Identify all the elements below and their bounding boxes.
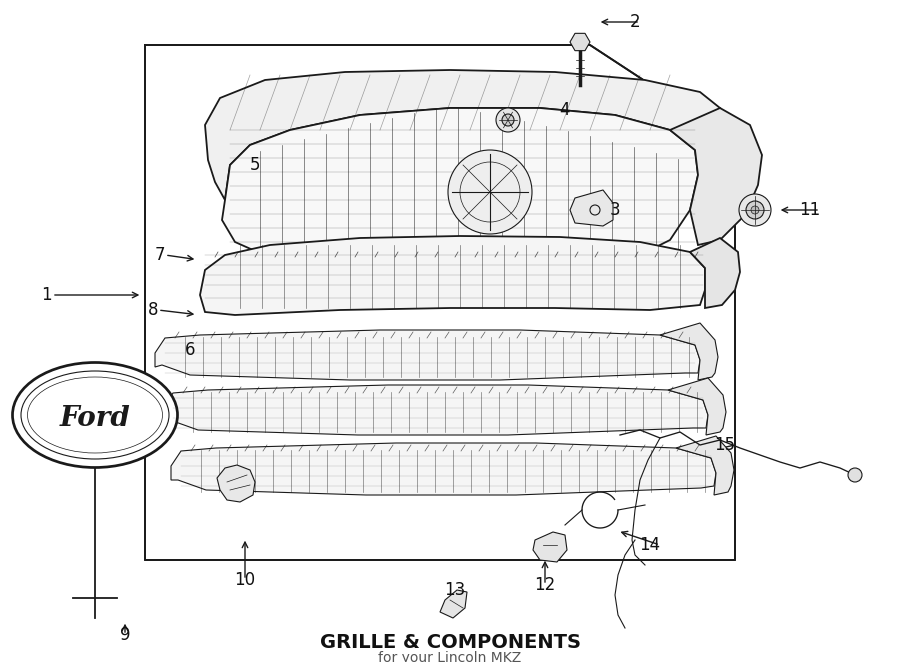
Text: 8: 8 <box>148 301 158 319</box>
Polygon shape <box>676 436 734 495</box>
Circle shape <box>496 108 520 132</box>
Polygon shape <box>570 190 613 226</box>
Text: 5: 5 <box>250 156 260 174</box>
Polygon shape <box>690 238 740 308</box>
Polygon shape <box>660 323 718 380</box>
Text: 13: 13 <box>445 581 465 599</box>
Text: 9: 9 <box>120 626 130 644</box>
Polygon shape <box>163 385 708 435</box>
Circle shape <box>848 468 862 482</box>
Polygon shape <box>217 465 255 502</box>
Circle shape <box>502 114 514 126</box>
Text: 11: 11 <box>799 201 820 219</box>
Text: 4: 4 <box>560 101 570 119</box>
Polygon shape <box>155 330 700 380</box>
Polygon shape <box>171 443 716 495</box>
Text: 6: 6 <box>184 341 195 359</box>
Circle shape <box>746 201 764 219</box>
Text: 10: 10 <box>234 571 256 589</box>
Text: 12: 12 <box>535 576 555 594</box>
Text: 14: 14 <box>639 536 660 554</box>
Circle shape <box>751 206 759 214</box>
Text: 15: 15 <box>714 436 735 454</box>
Text: GRILLE & COMPONENTS: GRILLE & COMPONENTS <box>320 632 580 651</box>
Polygon shape <box>668 378 726 435</box>
Polygon shape <box>533 532 567 562</box>
Polygon shape <box>440 590 467 618</box>
Text: 2: 2 <box>629 13 640 31</box>
Text: for your Lincoln MKZ: for your Lincoln MKZ <box>378 651 522 662</box>
Ellipse shape <box>13 363 177 467</box>
Polygon shape <box>205 70 720 200</box>
Polygon shape <box>670 108 762 245</box>
Text: Ford: Ford <box>59 404 130 432</box>
Polygon shape <box>222 108 698 275</box>
Text: 3: 3 <box>609 201 620 219</box>
Polygon shape <box>200 236 705 315</box>
Text: 7: 7 <box>155 246 165 264</box>
Polygon shape <box>570 33 590 51</box>
Polygon shape <box>145 45 735 560</box>
Circle shape <box>448 150 532 234</box>
Text: 1: 1 <box>41 286 52 304</box>
Circle shape <box>739 194 771 226</box>
